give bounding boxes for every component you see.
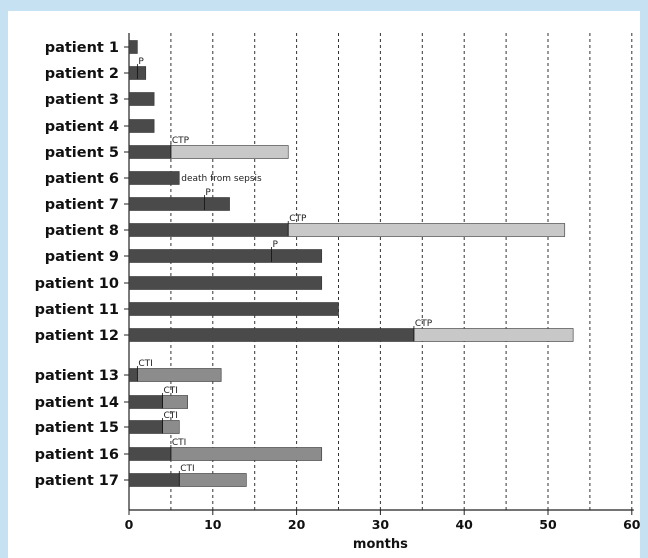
bar-segment-1 xyxy=(128,473,180,487)
annotation-label: CTI xyxy=(164,411,178,421)
bar-segment-3 xyxy=(162,395,188,409)
category-label: patient 7 xyxy=(45,197,119,213)
bar-segment-2 xyxy=(413,328,574,342)
bar-segment-1 xyxy=(128,249,323,263)
category-label: patient 11 xyxy=(35,302,119,318)
bar-segment-2 xyxy=(287,223,566,237)
bar-segment-3 xyxy=(170,447,323,461)
annotation-label: CTI xyxy=(138,359,152,369)
bar-segment-1 xyxy=(128,171,180,185)
bar-segment-1 xyxy=(128,395,163,409)
bar-segment-3 xyxy=(178,473,247,487)
annotation-label: CTP xyxy=(289,214,307,224)
bar-segment-1 xyxy=(128,197,230,211)
x-tick-label: 20 xyxy=(288,517,306,532)
bar-segment-1 xyxy=(128,223,289,237)
bar-segment-1 xyxy=(128,40,138,54)
annotation-label: P xyxy=(138,57,144,67)
category-label: patient 1 xyxy=(45,40,119,56)
x-tick-label: 60 xyxy=(623,517,640,532)
bar-segment-1 xyxy=(128,420,163,434)
category-label: patient 13 xyxy=(35,368,119,384)
bar-segment-1 xyxy=(128,302,339,316)
category-label: patient 6 xyxy=(45,171,119,187)
bar-segment-3 xyxy=(137,368,222,382)
bar-segment-1 xyxy=(128,368,138,382)
annotation-label: death from sepsis xyxy=(181,174,262,184)
x-tick-label: 10 xyxy=(204,517,222,532)
category-label: patient 10 xyxy=(35,276,119,292)
annotation-label: CTI xyxy=(164,386,178,396)
x-tick-label: 0 xyxy=(125,517,134,532)
annotation-label: CTI xyxy=(180,464,194,474)
bar-segment-3 xyxy=(162,420,180,434)
annotation-label: CTP xyxy=(415,319,433,329)
bar-segment-2 xyxy=(170,145,289,159)
patient-timeline-chart: patient 1 patient 2 patient 3 patient 4 pati… xyxy=(35,33,640,552)
category-label: patient 17 xyxy=(35,473,119,489)
category-label: patient 4 xyxy=(45,119,119,135)
bar-segment-1 xyxy=(128,119,155,133)
annotation-label: CTP xyxy=(172,136,190,146)
bar-segment-1 xyxy=(128,276,323,290)
x-tick-label: 30 xyxy=(372,517,390,532)
chart-frame: patient 1 patient 2 patient 3 patient 4 pati… xyxy=(8,11,640,558)
annotation-label: P xyxy=(205,188,211,198)
bar-segment-1 xyxy=(128,145,172,159)
bar-segment-1 xyxy=(128,447,172,461)
category-label: patient 8 xyxy=(45,223,119,239)
category-label: patient 2 xyxy=(45,66,119,82)
x-axis-title: months xyxy=(353,537,408,552)
category-label: patient 5 xyxy=(45,145,119,161)
x-tick-label: 40 xyxy=(455,517,473,532)
category-label: patient 15 xyxy=(35,420,119,436)
category-label: patient 16 xyxy=(35,447,119,463)
annotation-label: CTI xyxy=(172,438,186,448)
category-label: patient 14 xyxy=(35,395,119,411)
category-label: patient 3 xyxy=(45,92,119,108)
category-label: patient 9 xyxy=(45,249,119,265)
category-label: patient 12 xyxy=(35,328,119,344)
bar-segment-1 xyxy=(128,328,415,342)
annotation-label: P xyxy=(272,240,278,250)
bar-segment-1 xyxy=(128,92,155,106)
x-tick-label: 50 xyxy=(539,517,557,532)
